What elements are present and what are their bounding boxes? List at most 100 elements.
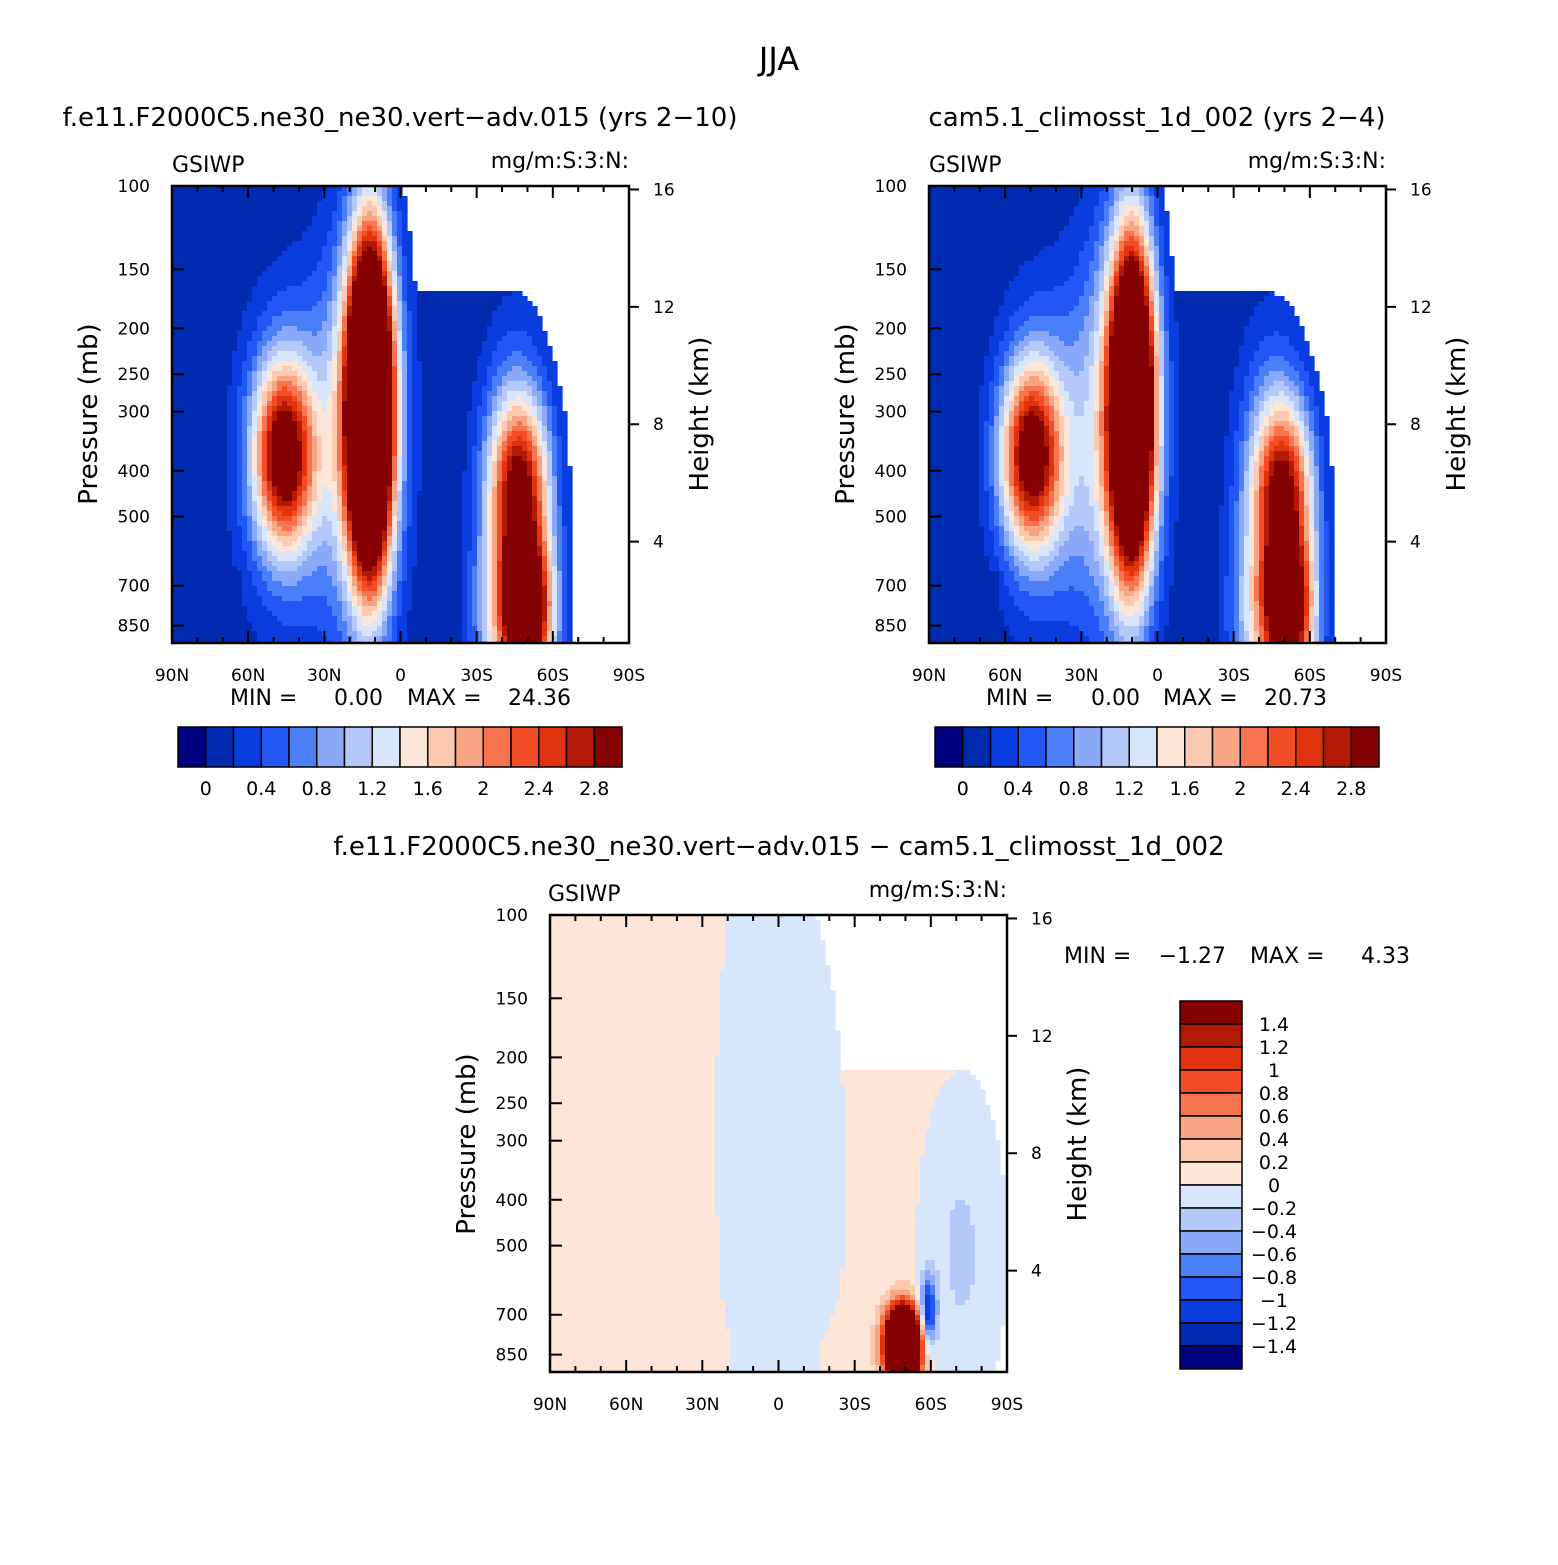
contour-cell (1164, 461, 1170, 467)
contour-cell (172, 566, 238, 572)
contour-cell (257, 346, 263, 352)
contour-cell (237, 396, 243, 402)
contour-cell (392, 426, 398, 432)
contour-cell (492, 426, 498, 432)
contour-cell (532, 491, 538, 497)
contour-cell (1154, 511, 1160, 517)
contour-cell (467, 601, 473, 607)
contour-cell (387, 296, 393, 302)
contour-cell (1174, 381, 1180, 387)
contour-cell (1169, 326, 1180, 332)
contour-cell (402, 356, 408, 362)
panel-title: cam5.1_climosst_1d_002 (yrs 2−4) (928, 103, 1385, 133)
contour-cell (317, 261, 333, 267)
contour-cell (262, 391, 268, 397)
contour-cell (327, 281, 333, 287)
contour-cell (1089, 381, 1095, 387)
contour-cell (989, 386, 995, 392)
contour-cell (1239, 476, 1245, 482)
contour-cell (1324, 506, 1335, 512)
contour-cell (1234, 381, 1245, 387)
contour-cell (407, 496, 413, 502)
contour-cell (1094, 461, 1100, 467)
contour-cell (317, 496, 323, 502)
contour-cell (472, 586, 478, 592)
contour-cell (1004, 391, 1010, 397)
contour-cell (232, 561, 248, 567)
contour-cell (1054, 511, 1060, 517)
contour-cell (322, 466, 333, 472)
contour-cell (929, 241, 1055, 247)
contour-cell (1309, 516, 1315, 522)
contour-cell (477, 421, 483, 427)
contour-cell (1029, 516, 1040, 522)
contour-cell (462, 536, 473, 542)
contour-cell (1114, 306, 1150, 312)
contour-cell (362, 561, 378, 567)
contour-cell (1264, 381, 1275, 387)
contour-cell (257, 446, 263, 452)
contour-cell (482, 601, 488, 607)
contour-cell (1174, 526, 1220, 532)
contour-cell (1044, 421, 1050, 427)
contour-cell (257, 441, 263, 447)
contour-cell (1264, 336, 1290, 342)
contour-cell (397, 196, 408, 202)
contour-cell (257, 531, 263, 537)
contour-cell (1094, 496, 1100, 502)
y-tick-label: 100 (118, 177, 150, 197)
contour-cell (477, 371, 488, 377)
contour-cell (402, 221, 408, 227)
contour-cell (527, 421, 533, 427)
contour-cell (367, 581, 373, 587)
contour-cell (1054, 456, 1060, 462)
contour-cell (407, 636, 463, 642)
contour-cell (242, 441, 248, 447)
colorbar-swatch (594, 727, 622, 767)
contour-cell (267, 356, 273, 362)
contour-cell (172, 616, 248, 622)
contour-cell (262, 431, 268, 437)
contour-cell (1149, 451, 1155, 457)
contour-cell (1074, 486, 1090, 492)
contour-cell (422, 416, 468, 422)
contour-cell (1119, 546, 1125, 552)
contour-cell (1269, 501, 1295, 507)
contour-cell (477, 626, 483, 632)
contour-cell (342, 271, 348, 277)
contour-cell (1049, 416, 1055, 422)
contour-cell (257, 486, 263, 492)
contour-cell (332, 251, 338, 257)
contour-cell (979, 386, 990, 392)
contour-cell (929, 211, 1075, 217)
contour-cell (357, 196, 363, 202)
contour-cell (1104, 361, 1110, 367)
contour-cell (1004, 336, 1015, 342)
contour-cell (1104, 476, 1110, 482)
contour-cell (262, 506, 268, 512)
contour-cell (302, 481, 308, 487)
contour-cell (547, 391, 553, 397)
contour-cell (552, 411, 558, 417)
contour-cell (1019, 266, 1075, 272)
contour-cell (1084, 326, 1095, 332)
contour-cell (1019, 361, 1030, 367)
contour-cell (547, 371, 558, 377)
contour-cell (387, 496, 393, 502)
contour-cell (1079, 336, 1090, 342)
contour-cell (262, 336, 273, 342)
contour-cell (1069, 431, 1095, 437)
contour-cell (1059, 481, 1065, 487)
contour-cell (482, 351, 493, 357)
contour-cell (392, 196, 398, 202)
contour-cell (292, 516, 298, 522)
contour-cell (1124, 241, 1140, 247)
contour-cell (1259, 301, 1290, 307)
contour-cell (397, 391, 403, 397)
contour-cell (1039, 516, 1045, 522)
contour-cell (1259, 341, 1290, 347)
contour-cell (307, 391, 318, 397)
contour-cell (352, 521, 388, 527)
contour-cell (1109, 321, 1115, 327)
contour-cell (382, 636, 393, 642)
